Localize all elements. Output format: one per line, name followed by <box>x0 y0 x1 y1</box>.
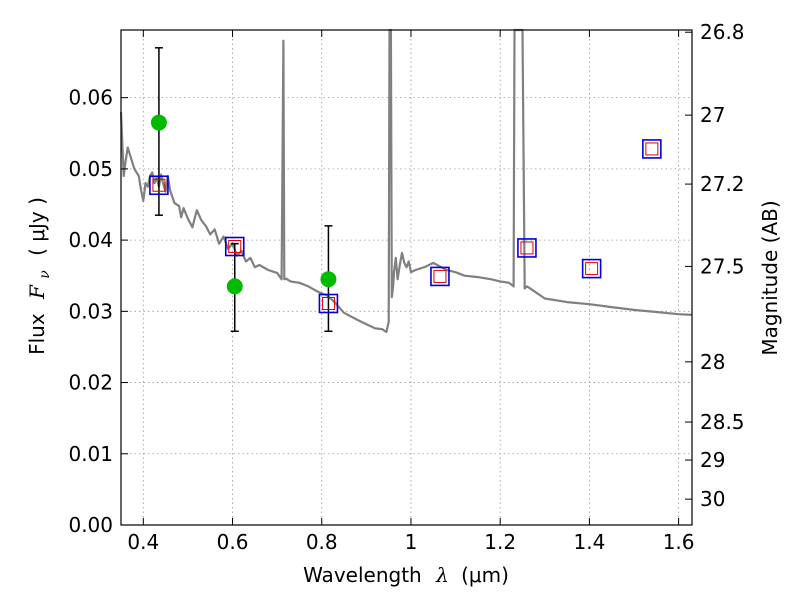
mag-tick-label: 30 <box>700 487 725 511</box>
mag-tick-label: 28.5 <box>700 410 745 434</box>
y-tick-label: 0.00 <box>68 513 113 537</box>
y-axis-title-prefix: Flux <box>25 313 49 355</box>
x-axis-unit: (μm) <box>461 563 509 587</box>
plot-frame <box>120 29 693 526</box>
model-photometry-point <box>224 236 245 257</box>
y-axis-unit: ( μJy ) <box>25 197 49 256</box>
model-spectrum-line <box>119 28 693 334</box>
model-photometry-point <box>318 293 339 314</box>
photometry-layer <box>149 47 662 333</box>
y-axis-symbol: F <box>25 284 49 300</box>
y2-axis-title: Magnitude (AB) <box>758 200 782 355</box>
x-tick-label: 1.4 <box>573 530 605 554</box>
x-tick-label: 0.8 <box>306 530 338 554</box>
observed-point <box>320 271 337 288</box>
model-photometry-inner <box>520 241 534 255</box>
x-tick-label: 0.4 <box>127 530 159 554</box>
model-photometry-point <box>430 266 450 287</box>
y-tick-label: 0.06 <box>68 86 113 110</box>
x-tick-label: 1 <box>405 530 418 554</box>
x-tick-label: 1.2 <box>484 530 516 554</box>
mag-tick-label: 26.8 <box>700 20 745 44</box>
model-photometry-point <box>149 175 169 196</box>
axis-ticks: 0.4 0.6 0.8 1 1.2 1.4 1.6 0.00 0.01 0.02 0.03 0.04 0… <box>68 20 744 554</box>
model-photometry-inner <box>152 178 166 192</box>
observed-point <box>226 278 243 295</box>
y-axis-subscript: ν <box>37 270 53 279</box>
x-axis-title: Wavelength λ (μm) <box>303 563 509 587</box>
observed-point <box>150 114 167 131</box>
model-photometry-inner <box>321 296 335 310</box>
y-tick-label: 0.03 <box>68 299 113 323</box>
model-photometry-point <box>581 258 602 279</box>
model-photometry-inner <box>585 262 599 276</box>
y-axis-title: Flux F ν ( μJy ) <box>25 197 54 355</box>
model-photometry-point <box>517 238 537 258</box>
mag-tick-label: 27.2 <box>700 172 745 196</box>
y-tick-label: 0.05 <box>68 157 113 181</box>
grid <box>121 30 692 525</box>
model-photometry-inner <box>645 142 659 156</box>
model-photometry-inner <box>228 240 242 254</box>
y-tick-label: 0.04 <box>68 228 113 252</box>
mag-tick-label: 27 <box>700 103 725 127</box>
y-tick-label: 0.01 <box>68 442 113 466</box>
y-tick-label: 0.02 <box>68 371 113 395</box>
x-tick-label: 0.6 <box>217 530 249 554</box>
mag-tick-label: 28 <box>700 350 725 374</box>
model-photometry-inner <box>433 269 447 283</box>
x-tick-label: 1.6 <box>663 530 695 554</box>
model-spectrum-layer <box>119 28 693 334</box>
mag-tick-label: 29 <box>700 448 725 472</box>
model-photometry-point <box>642 139 662 159</box>
mag-tick-label: 27.5 <box>700 254 745 278</box>
x-axis-title-prefix: Wavelength <box>303 563 422 587</box>
x-axis-symbol: λ <box>435 563 449 587</box>
